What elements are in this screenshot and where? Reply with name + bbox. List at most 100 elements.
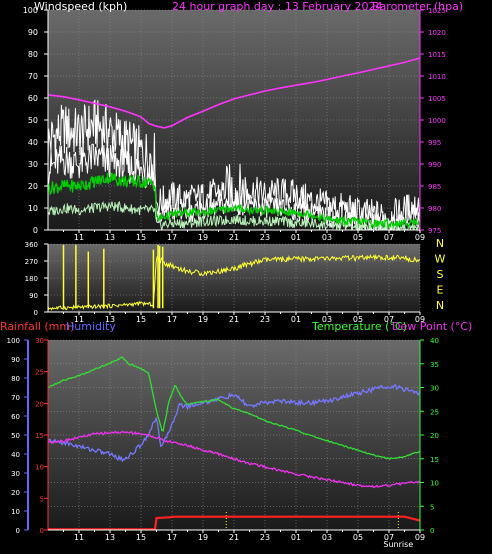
x-tick-label: 05 [353, 315, 363, 324]
wind-ylabel: Windspeed (kph) [34, 0, 127, 13]
temperature-tick-label: 0 [430, 527, 434, 535]
humidity-tick-label: 60 [11, 413, 20, 421]
humidity-tick-label: 90 [11, 356, 20, 364]
temperature-tick-label: 35 [430, 361, 439, 369]
x-tick-label: 01 [291, 533, 301, 542]
x-tick-label: 05 [353, 533, 363, 542]
wind-tick-label: 90 [28, 28, 38, 37]
x-tick-label: 11 [74, 233, 84, 242]
humidity-tick-label: 30 [11, 470, 20, 478]
x-tick-label: 19 [198, 233, 208, 242]
barometer-tick-label: 1005 [428, 95, 446, 103]
direction-series [47, 253, 421, 311]
rainfall-ylabel: Rainfall (mm) [0, 320, 74, 333]
windspeed-series [47, 143, 421, 232]
x-tick-label: 23 [260, 315, 270, 324]
temp-humid-rain-panel: 11 13 15 17 19 21 23 01 03 05 07 090102030405060708… [0, 320, 472, 549]
x-tick-label: 15 [136, 315, 146, 324]
graph-title: 24 hour graph day : 13 February 2024 [172, 0, 383, 13]
barometer-series [47, 57, 421, 129]
rainfall-tick-label: 5 [40, 495, 44, 503]
x-tick-label: 01 [291, 233, 301, 242]
x-tick-label: 15 [136, 533, 146, 542]
x-tick-label: 19 [198, 533, 208, 542]
x-tick-label: 21 [229, 233, 239, 242]
humidity-tick-label: 20 [11, 489, 20, 497]
temperature-ylabel: Temperature (°C) [311, 320, 407, 333]
temperature-tick-label: 15 [430, 456, 439, 464]
humidity-tick-label: 0 [16, 527, 20, 535]
direction-tick-label: 360 [25, 241, 38, 249]
x-tick-label: 05 [353, 233, 363, 242]
rainfall-tick-label: 20 [35, 400, 44, 408]
sunrise-label: Sunrise [383, 540, 413, 549]
x-tick-label: 13 [105, 533, 115, 542]
x-tick-label: 13 [105, 315, 115, 324]
temperature-tick-label: 30 [430, 385, 439, 393]
x-tick-label: 17 [167, 533, 177, 542]
x-tick-label: 09 [415, 315, 425, 324]
humidity-tick-label: 70 [11, 394, 20, 402]
temperature-tick-label: 25 [430, 408, 439, 416]
wind-tick-label: 10 [28, 204, 38, 213]
x-tick-label: 15 [136, 233, 146, 242]
rainfall-tick-label: 15 [35, 432, 44, 440]
x-tick-label: 13 [105, 233, 115, 242]
x-tick-label: 19 [198, 315, 208, 324]
humidity-tick-label: 100 [7, 337, 20, 345]
compass-letter-n: N [436, 299, 444, 312]
x-tick-label: 03 [322, 233, 332, 242]
barometer-tick-label: 990 [428, 161, 441, 169]
temperature-tick-label: 40 [430, 337, 439, 345]
rainfall-tick-label: 30 [35, 337, 44, 345]
temperature-tick-label: 10 [430, 480, 439, 488]
compass-letter-s: S [437, 268, 444, 281]
barometer-tick-label: 1000 [428, 117, 446, 125]
x-tick-label: 07 [384, 233, 394, 242]
x-tick-label: 09 [415, 533, 425, 542]
barometer-tick-label: 980 [428, 205, 441, 213]
humidity-series [47, 384, 421, 463]
rainfall-tick-label: 0 [40, 527, 44, 535]
wind-baro-panel: 11 13 15 17 19 21 23 01 03 05 07 090102030405060708… [23, 0, 463, 242]
x-tick-label: 07 [384, 315, 394, 324]
x-tick-label: 09 [415, 233, 425, 242]
x-tick-label: 11 [74, 533, 84, 542]
x-tick-label: 23 [260, 533, 270, 542]
rainfall-series [48, 515, 421, 531]
barometer-tick-label: 1020 [428, 29, 446, 37]
x-tick-label: 17 [167, 315, 177, 324]
barometer-tick-label: 1025 [428, 7, 446, 15]
barometer-ylabel: Barometer (hpa) [372, 0, 463, 13]
humidity-tick-label: 80 [11, 375, 20, 383]
rainfall-tick-label: 25 [35, 369, 44, 377]
humidity-tick-label: 50 [11, 432, 20, 440]
wind-tick-label: 40 [28, 138, 38, 147]
x-tick-label: 21 [229, 533, 239, 542]
wind-tick-label: 60 [28, 94, 38, 103]
barometer-tick-label: 995 [428, 139, 441, 147]
humidity-tick-label: 10 [11, 508, 20, 516]
dewpoint-ylabel: Dew Point (°C) [392, 320, 472, 333]
barometer-tick-label: 1010 [428, 73, 446, 81]
wind-tick-label: 0 [33, 226, 38, 235]
wind-avg-series [47, 172, 421, 230]
direction-tick-label: 180 [25, 275, 38, 283]
humidity-tick-label: 40 [11, 451, 20, 459]
x-tick-label: 17 [167, 233, 177, 242]
temperature-series [47, 356, 421, 460]
x-tick-label: 03 [322, 533, 332, 542]
barometer-tick-label: 975 [428, 227, 441, 235]
barometer-tick-label: 1015 [428, 51, 446, 59]
wind-tick-label: 30 [28, 160, 38, 169]
compass-letter-e: E [437, 284, 444, 297]
wind-tick-label: 70 [28, 72, 38, 81]
wind-tick-label: 50 [28, 116, 38, 125]
direction-tick-label: 0 [34, 309, 38, 317]
temperature-tick-label: 20 [430, 432, 439, 440]
wind-tick-label: 80 [28, 50, 38, 59]
direction-tick-label: 90 [29, 292, 38, 300]
wind-tick-label: 100 [23, 6, 38, 15]
x-tick-label: 21 [229, 315, 239, 324]
